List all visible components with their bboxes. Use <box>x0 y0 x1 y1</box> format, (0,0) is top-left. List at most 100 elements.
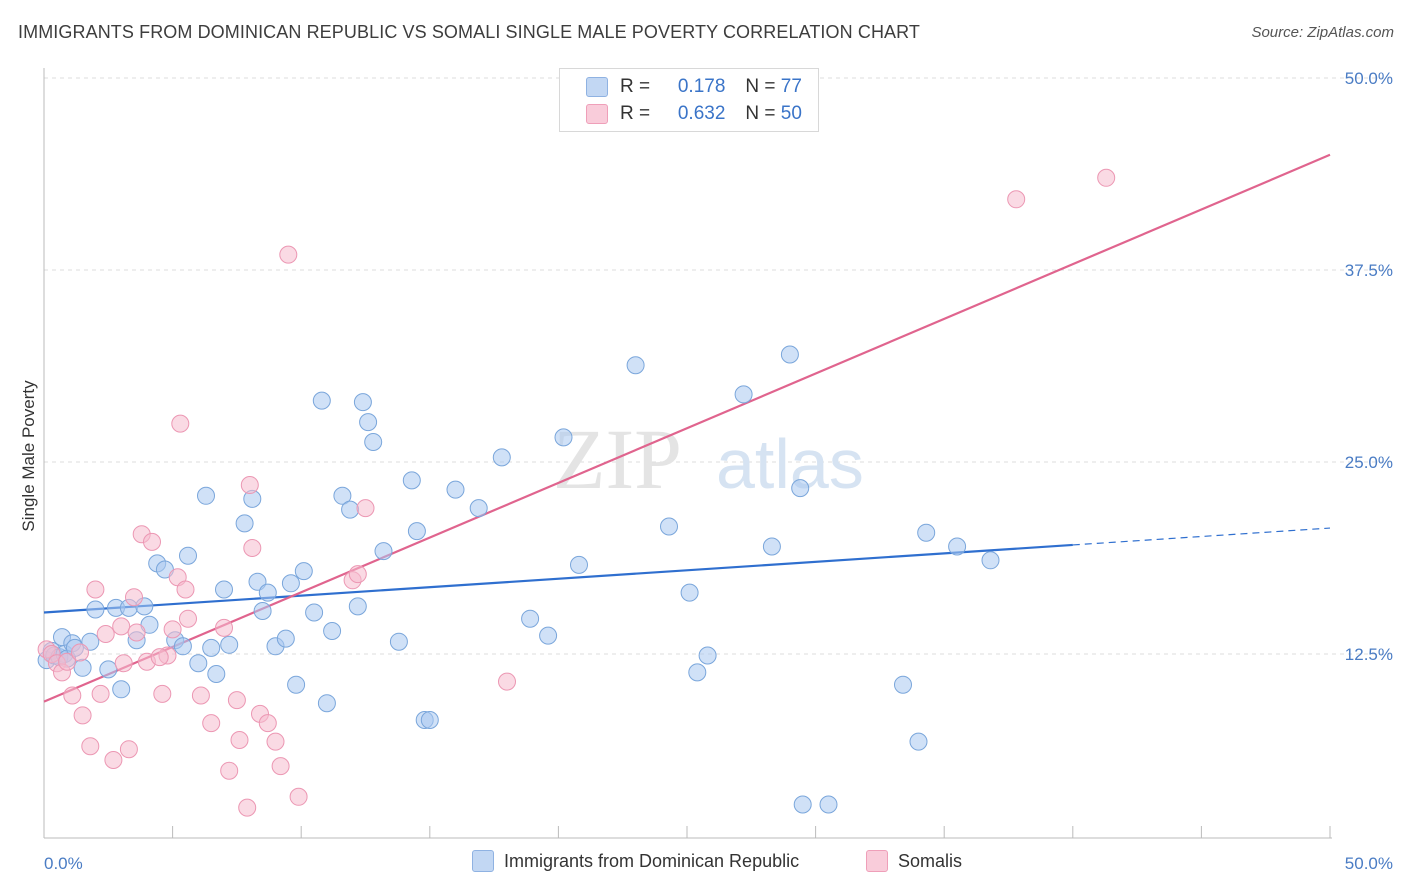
dominican-point <box>287 675 306 694</box>
dominican-point <box>521 609 540 628</box>
dominican-point <box>762 537 781 556</box>
trend-lines <box>43 153 1331 703</box>
dominican-point <box>220 635 239 654</box>
dominican-point <box>253 602 272 620</box>
dominican-point <box>112 680 131 699</box>
legend-n-label: N = <box>745 76 776 97</box>
somali-point <box>258 714 277 733</box>
data-points <box>37 168 1116 817</box>
dominican-point <box>99 660 118 679</box>
somali-point <box>119 740 138 759</box>
somali-point <box>63 686 82 705</box>
y-tick-labels: 12.5% 25.0% 37.5% 50.0% <box>1345 69 1393 664</box>
somali-point <box>202 714 221 733</box>
x-tick-label-max: 50.0% <box>1345 854 1393 873</box>
somali-point <box>220 761 239 780</box>
y-tick-label: 12.5% <box>1345 645 1393 664</box>
dominican-point <box>894 675 912 694</box>
somali-point <box>243 539 262 557</box>
x-tick-marks <box>172 826 1331 838</box>
dominican-trend-line <box>43 543 1073 614</box>
dominican-point <box>407 522 426 541</box>
dominican-point <box>680 583 699 602</box>
legend-r-value: 0.178 <box>677 76 726 97</box>
dominican-point <box>402 471 421 490</box>
dominican-point <box>948 537 967 556</box>
dominican-point <box>281 574 300 593</box>
somali-point <box>81 737 100 756</box>
dominican-point <box>86 600 105 619</box>
axes <box>43 68 1332 839</box>
dominican-point <box>312 391 331 410</box>
legend-swatch-blue <box>586 77 608 97</box>
watermark: ZIP atlas <box>553 411 864 507</box>
dominican-point <box>389 632 408 651</box>
somali-point <box>240 476 259 494</box>
dominican-point <box>189 654 208 673</box>
legend-n-label: N = <box>745 103 776 124</box>
somali-trend-line <box>43 153 1331 703</box>
dominican-point <box>359 413 378 432</box>
dominican-point <box>539 626 558 645</box>
dominican-point <box>276 629 295 648</box>
legend: R = 0.178 N = 77 R = 0.632 N = 50 <box>559 68 819 132</box>
dominican-point <box>420 711 439 729</box>
dominican-point <box>917 523 936 542</box>
somali-point <box>71 643 89 662</box>
dominican-point <box>688 663 707 682</box>
bottom-legend-swatch-pink <box>866 850 888 872</box>
somali-point <box>215 618 233 637</box>
somali-point <box>153 684 172 703</box>
y-tick-label: 25.0% <box>1345 453 1393 472</box>
somali-point <box>1097 168 1116 187</box>
watermark-zip: ZIP <box>553 411 682 507</box>
dominican-point <box>258 583 277 602</box>
somali-point <box>348 565 367 584</box>
dominican-point <box>374 542 393 561</box>
dominican-point <box>734 385 753 404</box>
somali-point <box>179 609 197 628</box>
chart-title: IMMIGRANTS FROM DOMINICAN REPUBLIC VS SO… <box>18 22 921 42</box>
bottom-legend-swatch-blue <box>472 850 494 872</box>
legend-row-dominican: R = 0.178 N = 77 <box>586 75 802 99</box>
dominican-point <box>364 433 383 451</box>
watermark-atlas: atlas <box>716 425 864 503</box>
somali-point <box>104 751 123 769</box>
dominican-point <box>305 603 324 622</box>
dominican-point <box>215 580 233 599</box>
bottom-legend-label-dominican: Immigrants from Dominican Republic <box>504 850 800 871</box>
somali-point <box>150 648 169 667</box>
y-axis-label: Single Male Poverty <box>19 380 38 532</box>
dominican-point <box>348 597 367 616</box>
somali-point <box>289 787 308 806</box>
dominican-point <box>793 795 812 814</box>
somali-point <box>91 684 110 703</box>
dominican-point <box>317 694 336 713</box>
dominican-point <box>469 499 488 518</box>
somali-point <box>1007 190 1026 209</box>
dominican-point <box>981 551 1000 570</box>
dominican-point <box>492 448 511 467</box>
somali-point <box>171 414 190 433</box>
x-tick-label-min: 0.0% <box>44 854 83 873</box>
dominican-point <box>909 732 928 751</box>
somali-point <box>96 625 115 643</box>
y-tick-label: 50.0% <box>1345 69 1393 88</box>
y-tick-label: 37.5% <box>1345 261 1393 280</box>
dominican-point <box>780 345 799 364</box>
dominican-point <box>202 638 221 657</box>
dominican-point <box>570 555 588 574</box>
dominican-point <box>341 500 360 519</box>
dominican-point <box>179 546 197 565</box>
dominican-point <box>333 486 352 505</box>
somali-point <box>498 672 516 691</box>
somali-point <box>279 245 298 264</box>
somali-point <box>191 686 210 705</box>
dominican-point <box>698 646 717 665</box>
dominican-point <box>791 479 810 498</box>
bottom-legend-label-somali: Somalis <box>898 850 963 871</box>
dominican-point <box>173 637 192 656</box>
bottom-legend-item-dominican: Immigrants from Dominican Republic <box>472 850 799 872</box>
legend-r-value: 0.632 <box>677 103 726 124</box>
